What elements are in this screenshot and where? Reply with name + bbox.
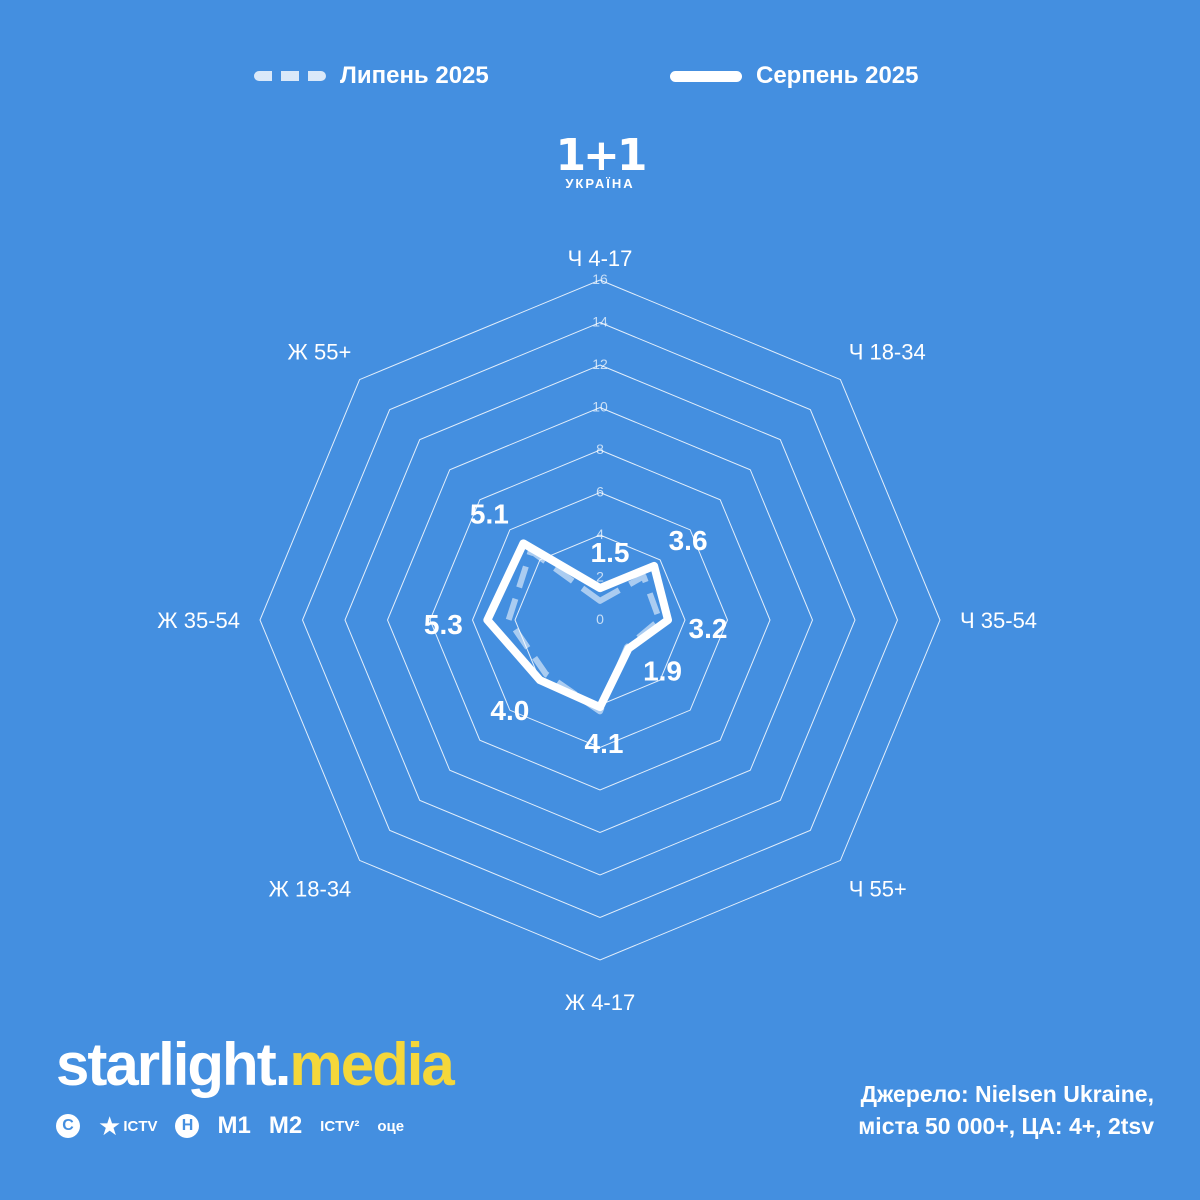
grid-ring-14 (301, 321, 899, 919)
data-label: 5.1 (470, 498, 509, 529)
source-line-2: міста 50 000+, ЦА: 4+, 2tsv (858, 1113, 1154, 1139)
tick-label: 6 (596, 484, 604, 500)
axis-label: Ч 35-54 (960, 608, 1037, 633)
brand-logo: starlight.media (56, 1030, 455, 1100)
channel-logo-subtitle: УКРАЇНА (565, 176, 635, 191)
grid-ring-12 (344, 364, 856, 876)
ictv2-icon: ICTV² (320, 1117, 360, 1135)
channel-logo-1plus1: 1+1 УКРАЇНА (548, 130, 652, 192)
legend-dashed-swatch (254, 71, 326, 81)
novyi-icon: Н (175, 1114, 200, 1138)
brand-name-part1: starlight (56, 1031, 277, 1098)
radar-data-labels: 1.5 3.6 3.21.9 4.1 4.0 5.3 5.1 (424, 498, 728, 759)
series-august-line (483, 539, 672, 712)
channel-logos-row: С ★ ICTV Н M1 M2 ICTV² оце (56, 1112, 453, 1140)
source-note: Джерело: Nielsen Ukraine, міста 50 000+,… (858, 1078, 1154, 1142)
axis-label: Ж 35-54 (157, 608, 240, 633)
axis-label: Ж 4-17 (565, 990, 635, 1015)
legend-item-august: Серпень 2025 (670, 62, 919, 90)
tick-label: 2 (596, 569, 604, 585)
m2-icon: M2 (268, 1112, 303, 1139)
radar-series (483, 539, 672, 715)
data-label: 1.5 (591, 537, 630, 568)
axis-label: Ж 18-34 (269, 877, 352, 902)
brand-name-dot: . (274, 1031, 292, 1098)
radar-grid (259, 279, 941, 961)
tick-label: 4 (596, 526, 604, 542)
data-label: 3.2 (689, 613, 728, 644)
ictv-icon: ★ ICTV (98, 1111, 158, 1141)
data-label: 3.6 (669, 525, 708, 556)
tick-label: 14 (592, 314, 608, 330)
data-label: 1.9 (643, 656, 682, 687)
grid-ring-6 (471, 491, 729, 749)
tick-label: 12 (592, 356, 608, 372)
source-line-1: Джерело: Nielsen Ukraine, (860, 1081, 1154, 1107)
axis-label: Ж 55+ (288, 339, 352, 364)
axis-label: Ч 4-17 (568, 246, 633, 271)
grid-ring-16 (259, 279, 941, 961)
tick-label: 10 (592, 399, 608, 415)
grid-ring-10 (386, 406, 814, 834)
tick-label: 0 (596, 611, 604, 627)
tick-label: 16 (592, 271, 608, 287)
legend-solid-swatch (670, 70, 742, 82)
channel-logo-mark: 1+1 (555, 130, 647, 181)
grid-ring-8 (429, 449, 771, 791)
tick-label: 8 (596, 441, 604, 457)
series-july-line (505, 547, 663, 715)
stb-icon: С (56, 1114, 80, 1138)
brand-name-part2: media (289, 1031, 454, 1098)
data-label: 4.0 (490, 695, 529, 726)
radar-axis-labels: Ч 4-17 Ч 18-34 Ч 35-54 Ч 55+ Ж 4-17 Ж 18-34 Ж … (157, 246, 1037, 1015)
radar-tick-labels: 0 2 4 6 8 10 12 14 16 (592, 271, 608, 627)
m1-icon: M1 (217, 1112, 251, 1139)
legend-item-july: Липень 2025 (254, 62, 489, 90)
data-label: 5.3 (424, 609, 463, 640)
starlight-media-brand: starlight.media С ★ ICTV Н M1 M2 ICTV² оц… (56, 1030, 455, 1140)
oce-icon: оце (377, 1117, 405, 1135)
legend-label-august: Серпень 2025 (756, 62, 919, 89)
chart-legend: Липень 2025 Серпень 2025 (0, 62, 1200, 102)
axis-label: Ч 18-34 (849, 339, 926, 364)
data-label: 4.1 (585, 728, 624, 759)
axis-label: Ч 55+ (849, 877, 907, 902)
legend-label-july: Липень 2025 (340, 62, 489, 89)
